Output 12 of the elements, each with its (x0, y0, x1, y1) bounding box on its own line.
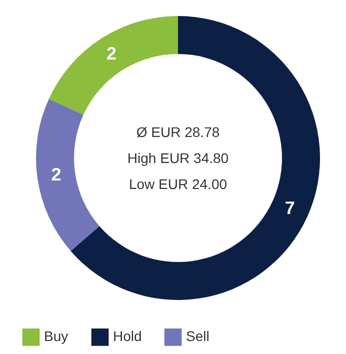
data-label: 2 (106, 44, 117, 64)
legend-label: Sell (186, 328, 210, 344)
legend-label: Buy (44, 328, 68, 344)
text: High EUR 34.80 (127, 150, 229, 166)
text: Ø EUR 28.78 (136, 124, 220, 140)
data-label: 2 (51, 164, 62, 185)
data-label: 7 (284, 198, 295, 218)
donut-slice (48, 16, 178, 115)
donut-slice (36, 99, 100, 251)
text: Low EUR 24.00 (128, 176, 228, 192)
donut-slice (70, 16, 320, 300)
legend-label: Hold (113, 328, 142, 344)
